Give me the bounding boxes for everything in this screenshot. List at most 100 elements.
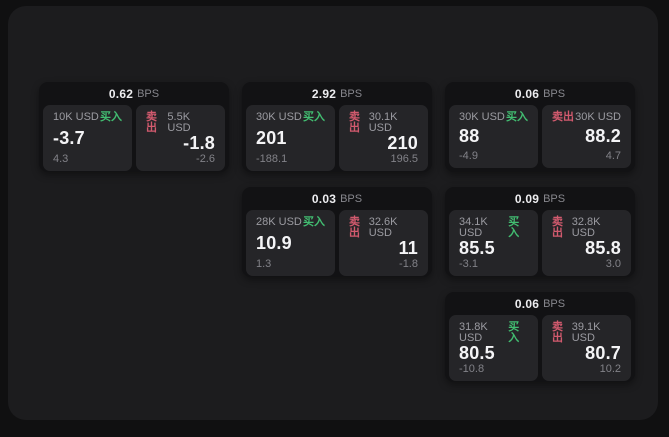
card-header: 0.06 BPS bbox=[445, 292, 635, 315]
sell-sub-value: -1.8 bbox=[399, 257, 418, 270]
card-body: 30K USD 买入 88 -4.9 卖出 30K USD 88.2 4.7 bbox=[445, 105, 635, 172]
buy-size-label: 10K USD bbox=[53, 111, 99, 123]
sell-sub-value: 10.2 bbox=[599, 362, 621, 375]
bps-unit-label: BPS bbox=[340, 87, 363, 100]
buy-sub-value: -4.9 bbox=[459, 149, 478, 162]
card-body: 28K USD 买入 10.9 1.3 卖出 32.6K USD 11 -1.8 bbox=[242, 210, 432, 277]
bps-unit-label: BPS bbox=[543, 192, 566, 205]
spread-card: 0.06 BPS 31.8K USD 买入 80.5 -10.8 卖出 39.1… bbox=[445, 292, 635, 382]
spread-card: 2.92 BPS 30K USD 买入 201 -188.1 卖出 30.1K … bbox=[242, 82, 432, 172]
sell-side-label: 卖出 bbox=[552, 111, 574, 123]
sell-price-value: 210 bbox=[387, 133, 418, 153]
sell-quote-top-row: 卖出 39.1K USD bbox=[552, 322, 621, 344]
buy-side-label: 买入 bbox=[506, 111, 528, 123]
bps-value: 0.06 bbox=[514, 86, 540, 101]
card-header: 0.03 BPS bbox=[242, 187, 432, 210]
buy-price-value: 88 bbox=[459, 126, 480, 147]
bps-value: 0.62 bbox=[108, 86, 134, 101]
card-body: 30K USD 买入 201 -188.1 卖出 30.1K USD 210 1… bbox=[242, 105, 432, 172]
buy-size-label: 28K USD bbox=[256, 216, 302, 228]
sell-side-label: 卖出 bbox=[349, 111, 360, 134]
bps-unit-label: BPS bbox=[543, 297, 566, 310]
buy-price-value: 10.9 bbox=[256, 232, 292, 253]
sell-size-label: 30.1K USD bbox=[368, 111, 398, 134]
card-header: 0.09 BPS bbox=[445, 187, 635, 210]
buy-size-label: 30K USD bbox=[256, 111, 302, 123]
card-body: 31.8K USD 买入 80.5 -10.8 卖出 39.1K USD 80.… bbox=[445, 315, 635, 382]
buy-side-label: 买入 bbox=[100, 111, 122, 123]
buy-quote-panel[interactable]: 28K USD 买入 10.9 1.3 bbox=[246, 210, 335, 276]
main-panel: 0.62 BPS 10K USD 买入 -3.7 4.3 卖出 5.5K USD… bbox=[8, 6, 658, 420]
buy-price-value: 80.5 bbox=[459, 343, 495, 363]
sell-quote-top-row: 卖出 30.1K USD bbox=[349, 112, 418, 134]
sell-size-label: 5.5K USD bbox=[167, 111, 191, 134]
sell-side-label: 卖出 bbox=[552, 216, 563, 239]
sell-quote-top-row: 卖出 32.6K USD bbox=[349, 217, 418, 239]
buy-side-label: 买入 bbox=[508, 321, 520, 344]
card-body: 10K USD 买入 -3.7 4.3 卖出 5.5K USD -1.8 -2.… bbox=[39, 105, 229, 172]
buy-price-value: -3.7 bbox=[53, 127, 85, 148]
spread-card: 0.06 BPS 30K USD 买入 88 -4.9 卖出 30K USD 8… bbox=[445, 82, 635, 172]
sell-quote-panel[interactable]: 卖出 39.1K USD 80.7 10.2 bbox=[542, 315, 631, 381]
sell-size-label: 30K USD bbox=[575, 111, 621, 123]
sell-price-value: 80.7 bbox=[585, 343, 621, 363]
cards-grid: 0.62 BPS 10K USD 买入 -3.7 4.3 卖出 5.5K USD… bbox=[39, 82, 635, 382]
buy-size-label: 31.8K USD bbox=[459, 321, 488, 344]
bps-unit-label: BPS bbox=[137, 87, 160, 100]
buy-quote-top-row: 10K USD 买入 bbox=[53, 112, 122, 123]
sell-quote-panel[interactable]: 卖出 30.1K USD 210 196.5 bbox=[339, 105, 428, 171]
buy-quote-panel[interactable]: 10K USD 买入 -3.7 4.3 bbox=[43, 105, 132, 171]
buy-price-value: 201 bbox=[256, 127, 287, 148]
sell-quote-panel[interactable]: 卖出 30K USD 88.2 4.7 bbox=[542, 105, 631, 168]
sell-size-label: 39.1K USD bbox=[571, 321, 601, 344]
sell-price-value: 88.2 bbox=[585, 126, 621, 147]
sell-side-label: 卖出 bbox=[349, 216, 360, 239]
sell-quote-panel[interactable]: 卖出 32.6K USD 11 -1.8 bbox=[339, 210, 428, 276]
sell-quote-top-row: 卖出 32.8K USD bbox=[552, 217, 621, 239]
bps-unit-label: BPS bbox=[543, 87, 566, 100]
buy-quote-top-row: 31.8K USD 买入 bbox=[459, 322, 528, 344]
buy-sub-value: 4.3 bbox=[53, 152, 69, 165]
bps-value: 0.09 bbox=[514, 191, 540, 206]
bps-value: 0.03 bbox=[311, 191, 337, 206]
bps-unit-label: BPS bbox=[340, 192, 363, 205]
buy-quote-panel[interactable]: 34.1K USD 买入 85.5 -3.1 bbox=[449, 210, 538, 276]
buy-quote-top-row: 30K USD 买入 bbox=[459, 112, 528, 123]
sell-side-label: 卖出 bbox=[552, 321, 563, 344]
sell-sub-value: 196.5 bbox=[390, 152, 418, 165]
buy-size-label: 30K USD bbox=[459, 111, 505, 123]
buy-price-value: 85.5 bbox=[459, 238, 495, 258]
sell-sub-value: -2.6 bbox=[196, 152, 215, 165]
buy-size-label: 34.1K USD bbox=[459, 216, 488, 239]
sell-size-label: 32.8K USD bbox=[571, 216, 601, 239]
sell-sub-value: 3.0 bbox=[605, 257, 621, 270]
sell-quote-top-row: 卖出 5.5K USD bbox=[146, 112, 215, 134]
sell-price-value: -1.8 bbox=[183, 133, 215, 153]
sell-price-value: 11 bbox=[398, 238, 418, 258]
buy-quote-top-row: 28K USD 买入 bbox=[256, 217, 325, 228]
card-header: 0.06 BPS bbox=[445, 82, 635, 105]
buy-quote-top-row: 30K USD 买入 bbox=[256, 112, 325, 123]
sell-side-label: 卖出 bbox=[146, 111, 157, 134]
buy-side-label: 买入 bbox=[508, 216, 520, 239]
spread-card: 0.03 BPS 28K USD 买入 10.9 1.3 卖出 32.6K US… bbox=[242, 187, 432, 277]
sell-quote-panel[interactable]: 卖出 5.5K USD -1.8 -2.6 bbox=[136, 105, 225, 171]
sell-quote-panel[interactable]: 卖出 32.8K USD 85.8 3.0 bbox=[542, 210, 631, 276]
buy-sub-value: -3.1 bbox=[459, 257, 478, 270]
buy-sub-value: -10.8 bbox=[459, 362, 485, 375]
spread-card: 0.62 BPS 10K USD 买入 -3.7 4.3 卖出 5.5K USD… bbox=[39, 82, 229, 172]
sell-sub-value: 4.7 bbox=[605, 149, 621, 162]
buy-sub-value: 1.3 bbox=[256, 257, 272, 270]
buy-side-label: 买入 bbox=[303, 111, 325, 123]
bps-value: 0.06 bbox=[514, 296, 540, 311]
spread-card: 0.09 BPS 34.1K USD 买入 85.5 -3.1 卖出 32.8K… bbox=[445, 187, 635, 277]
card-body: 34.1K USD 买入 85.5 -3.1 卖出 32.8K USD 85.8… bbox=[445, 210, 635, 277]
buy-quote-panel[interactable]: 30K USD 买入 201 -188.1 bbox=[246, 105, 335, 171]
bps-value: 2.92 bbox=[311, 86, 337, 101]
buy-quote-top-row: 34.1K USD 买入 bbox=[459, 217, 528, 239]
buy-quote-panel[interactable]: 30K USD 买入 88 -4.9 bbox=[449, 105, 538, 168]
buy-quote-panel[interactable]: 31.8K USD 买入 80.5 -10.8 bbox=[449, 315, 538, 381]
card-header: 0.62 BPS bbox=[39, 82, 229, 105]
sell-size-label: 32.6K USD bbox=[368, 216, 398, 239]
